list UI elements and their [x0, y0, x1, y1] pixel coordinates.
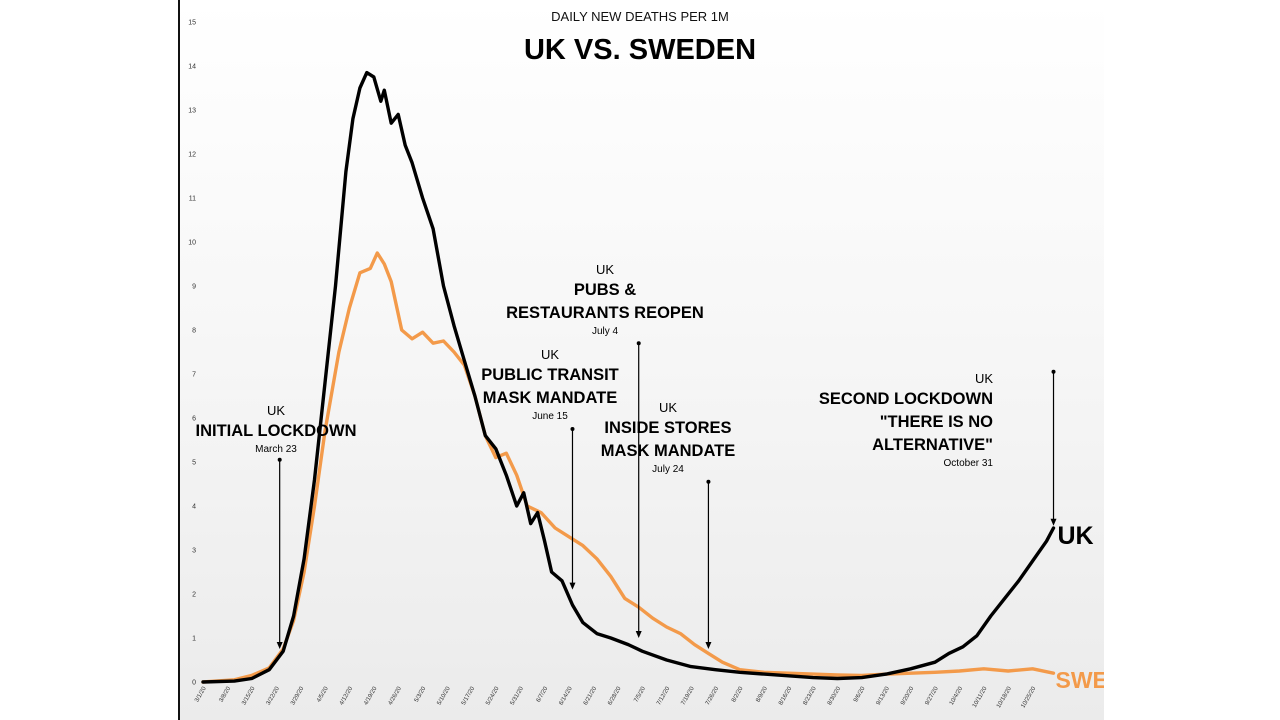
annotation-initial-lockdown: UK INITIAL LOCKDOWN March 23 — [195, 403, 357, 649]
y-tick-label: 13 — [188, 108, 196, 115]
annotation-inside-stores: UK INSIDE STORES MASK MANDATE July 24 — [601, 400, 735, 649]
x-tick-label: 7/5/20 — [633, 685, 647, 703]
annotation-title-line: MASK MANDATE — [483, 389, 617, 407]
x-tick-label: 4/26/20 — [388, 685, 404, 706]
y-tick-label: 9 — [192, 284, 196, 291]
annotation-pointer-dot — [570, 427, 575, 431]
y-tick-label: 12 — [188, 152, 196, 159]
series-label-uk: UK — [1058, 522, 1094, 550]
annotation-pointer-dot — [636, 341, 641, 346]
annotation-title-line: "THERE IS NO — [880, 413, 993, 431]
annotation-country: UK — [975, 371, 993, 386]
x-tick-label: 7/26/20 — [705, 685, 721, 706]
annotation-layer: UK INITIAL LOCKDOWN March 23 UK PUBLIC TRANS… — [195, 262, 1057, 649]
annotation-country: UK — [541, 347, 559, 362]
x-tick-label: 6/7/20 — [536, 685, 550, 703]
y-tick-label: 2 — [192, 592, 196, 599]
y-tick-label: 10 — [188, 240, 196, 247]
y-tick-label: 7 — [192, 372, 196, 379]
x-tick-label: 5/17/20 — [461, 685, 477, 706]
annotation-arrowhead — [705, 642, 712, 649]
x-tick-label: 8/23/20 — [803, 685, 819, 706]
x-tick-label: 4/5/20 — [316, 685, 330, 703]
annotation-arrowhead — [569, 582, 576, 590]
y-tick-label: 5 — [192, 460, 196, 467]
x-tick-label: 5/24/20 — [485, 685, 501, 706]
annotation-date: June 15 — [532, 411, 568, 422]
x-tick-label: 9/20/20 — [900, 685, 916, 706]
x-tick-label: 9/27/20 — [925, 685, 941, 706]
chart-subtitle: DAILY NEW DEATHS PER 1M — [551, 9, 729, 24]
annotation-date: October 31 — [944, 458, 994, 469]
line-chart: DAILY NEW DEATHS PER 1M UK VS. SWEDEN 0 1… — [188, 9, 1104, 709]
x-tick-label: 7/12/20 — [656, 685, 672, 706]
y-tick-label: 1 — [192, 636, 196, 643]
chart-title: UK VS. SWEDEN — [524, 34, 756, 66]
annotation-country: UK — [659, 400, 677, 415]
annotation-pointer-dot — [1051, 369, 1056, 374]
series-line-uk — [201, 70, 1056, 684]
x-tick-label: 5/10/20 — [437, 685, 453, 706]
x-tick-label: 8/16/20 — [778, 685, 794, 706]
y-tick-label: 3 — [192, 548, 196, 555]
annotation-title-line: SECOND LOCKDOWN — [819, 390, 993, 408]
y-tick-label: 6 — [192, 416, 196, 423]
annotation-title-line: RESTAURANTS REOPEN — [506, 304, 704, 322]
annotation-title-line: INSIDE STORES — [604, 419, 731, 437]
annotation-public-transit: UK PUBLIC TRANSIT MASK MANDATE June 15 — [481, 347, 619, 590]
series-labels: UK SWEDEN — [1056, 522, 1104, 693]
x-tick-label: 9/13/20 — [876, 685, 892, 706]
y-tick-label: 8 — [192, 328, 196, 335]
annotation-arrowhead — [276, 642, 283, 649]
x-tick-label: 10/4/20 — [949, 685, 965, 706]
annotation-country: UK — [596, 262, 614, 277]
annotation-arrowhead — [635, 631, 642, 638]
x-tick-label: 6/14/20 — [559, 685, 575, 706]
y-tick-label: 14 — [188, 64, 196, 71]
x-tick-label: 6/28/20 — [607, 685, 623, 706]
annotation-pointer-dot — [706, 479, 711, 484]
annotation-country: UK — [267, 403, 285, 418]
y-tick-label: 11 — [189, 196, 196, 203]
annotation-arrowhead — [1050, 518, 1057, 526]
x-tick-label: 4/12/20 — [339, 685, 355, 706]
x-axis: 3/1/20 3/8/20 3/15/20 3/22/20 3/29/20 4/5/20 4… — [194, 685, 1037, 709]
y-tick-label: 15 — [188, 20, 196, 27]
series-layer — [201, 70, 1056, 684]
x-tick-label: 10/18/20 — [996, 685, 1013, 709]
x-tick-label: 8/9/20 — [755, 685, 769, 703]
x-tick-label: 8/2/20 — [731, 685, 745, 703]
x-tick-label: 3/15/20 — [241, 685, 257, 706]
annotation-pubs-reopen: UK PUBS & RESTAURANTS REOPEN July 4 — [506, 262, 704, 638]
x-tick-label: 3/22/20 — [266, 685, 282, 706]
y-tick-label: 0 — [192, 680, 196, 687]
series-label-sweden: SWEDEN — [1056, 667, 1104, 693]
chart-panel: DAILY NEW DEATHS PER 1M UK VS. SWEDEN 0 1… — [178, 0, 1104, 720]
x-tick-label: 4/19/20 — [363, 685, 379, 706]
annotation-title-line: PUBS & — [574, 281, 636, 299]
annotation-second-lockdown: UK SECOND LOCKDOWN "THERE IS NO ALTERNATIVE… — [819, 369, 1057, 526]
annotation-title-line: PUBLIC TRANSIT — [481, 366, 619, 384]
y-tick-label: 4 — [192, 504, 196, 511]
x-tick-label: 3/8/20 — [219, 685, 233, 703]
x-tick-label: 3/29/20 — [290, 685, 306, 706]
annotation-title-line: INITIAL LOCKDOWN — [195, 422, 356, 440]
x-tick-label: 6/21/20 — [583, 685, 599, 706]
annotation-date: March 23 — [255, 444, 297, 455]
annotation-date: July 4 — [592, 326, 619, 337]
x-tick-label: 3/1/20 — [194, 685, 208, 703]
left-border — [178, 0, 180, 720]
x-tick-label: 8/30/20 — [827, 685, 843, 706]
x-tick-label: 9/6/20 — [853, 685, 867, 703]
x-tick-label: 10/11/20 — [972, 685, 989, 708]
x-tick-label: 7/19/20 — [681, 685, 697, 706]
x-tick-label: 5/3/20 — [414, 685, 428, 703]
annotation-title-line: MASK MANDATE — [601, 442, 735, 460]
x-tick-label: 10/25/20 — [1020, 685, 1037, 709]
annotation-pointer-dot — [277, 457, 282, 462]
x-tick-label: 5/31/20 — [510, 685, 526, 706]
annotation-date: July 24 — [652, 464, 684, 475]
annotation-title-line: ALTERNATIVE" — [872, 436, 993, 454]
